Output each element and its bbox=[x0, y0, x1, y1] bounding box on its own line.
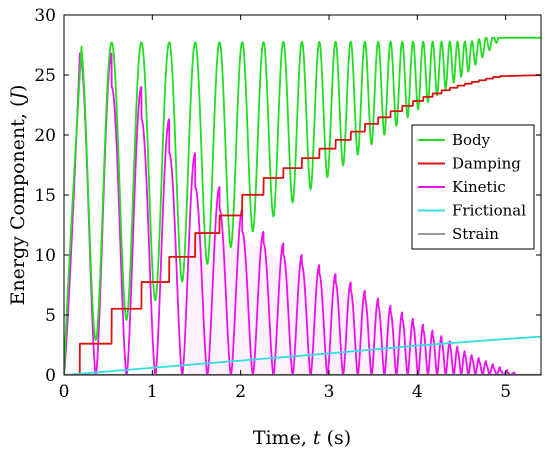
y-tick-label: 20 bbox=[34, 126, 56, 146]
legend: Body Damping Kinetic Frictional Strain bbox=[411, 124, 535, 250]
y-tick-label: 15 bbox=[34, 186, 56, 206]
x-tick-label: 5 bbox=[500, 382, 511, 402]
x-tick-label: 1 bbox=[147, 382, 158, 402]
axis-ticks: 0 1 2 3 4 5 0 5 10 15 20 25 30 bbox=[34, 6, 541, 402]
legend-label-strain: Strain bbox=[452, 225, 499, 243]
series-line-body bbox=[64, 36, 541, 375]
y-tick-label: 0 bbox=[45, 366, 56, 386]
x-axis-label: Time, t (s) bbox=[253, 427, 351, 449]
series-line-frictional bbox=[64, 335, 541, 375]
x-tick-label: 3 bbox=[324, 382, 335, 402]
legend-label-kinetic: Kinetic bbox=[452, 178, 506, 196]
y-axis-label: Energy Component, (J) bbox=[7, 85, 29, 306]
x-tick-label: 2 bbox=[235, 382, 246, 402]
legend-label-body: Body bbox=[452, 131, 491, 149]
y-tick-label: 5 bbox=[45, 306, 56, 326]
legend-label-damping: Damping bbox=[452, 155, 521, 173]
x-tick-label: 4 bbox=[412, 382, 423, 402]
x-tick-label: 0 bbox=[59, 382, 70, 402]
series-line-damping bbox=[64, 74, 541, 375]
y-tick-label: 25 bbox=[34, 66, 56, 86]
y-tick-label: 30 bbox=[34, 6, 56, 26]
kinetic-envelope bbox=[187, 231, 541, 375]
legend-label-frictional: Frictional bbox=[452, 202, 526, 220]
y-tick-label: 10 bbox=[34, 246, 56, 266]
